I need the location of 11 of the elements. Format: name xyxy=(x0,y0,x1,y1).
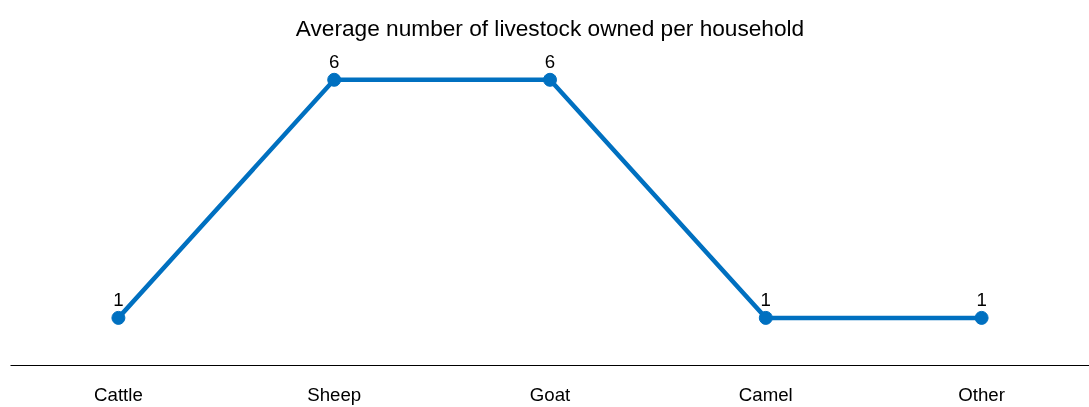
x-tick-label: Goat xyxy=(529,383,572,405)
x-tick-label: Camel xyxy=(738,383,793,405)
data-label: 1 xyxy=(976,288,987,310)
data-label: 6 xyxy=(329,50,340,72)
data-label: 6 xyxy=(544,50,556,72)
chart-title: Average number of livestock owned per household xyxy=(295,14,805,41)
x-tick-label: Sheep xyxy=(307,383,362,405)
x-tick-label: Cattle xyxy=(94,383,143,405)
data-label: 1 xyxy=(760,288,771,310)
data-label: 1 xyxy=(113,288,124,310)
x-tick-label: Other xyxy=(958,383,1005,405)
